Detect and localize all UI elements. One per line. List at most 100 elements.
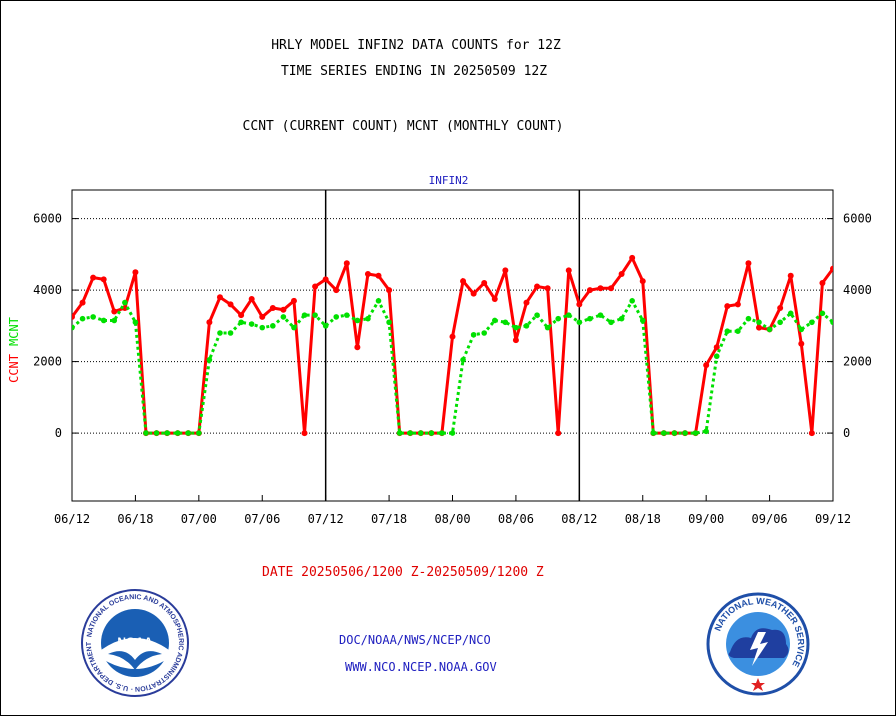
y-axis-label: CCNT MCNT xyxy=(7,317,21,383)
nws-logo: NATIONAL WEATHER SERVICE xyxy=(706,592,810,696)
point-ccnt-39 xyxy=(481,279,488,286)
point-mcnt-67 xyxy=(777,319,783,326)
point-ccnt-51 xyxy=(608,285,615,292)
point-mcnt-64 xyxy=(745,315,752,322)
point-ccnt-26 xyxy=(343,260,350,267)
point-mcnt-30 xyxy=(386,319,392,326)
x-tick-label-12: 09/12 xyxy=(815,512,851,526)
point-mcnt-43 xyxy=(523,323,530,329)
point-mcnt-66 xyxy=(766,326,773,333)
point-mcnt-18 xyxy=(259,324,266,331)
point-mcnt-49 xyxy=(587,315,593,322)
point-ccnt-6 xyxy=(132,269,139,276)
point-mcnt-39 xyxy=(481,330,488,336)
point-mcnt-62 xyxy=(724,328,731,335)
point-ccnt-49 xyxy=(586,287,593,294)
point-mcnt-29 xyxy=(375,298,382,304)
point-ccnt-18 xyxy=(259,313,266,320)
point-ccnt-24 xyxy=(322,276,329,283)
x-tick-label-3: 07/06 xyxy=(244,512,280,526)
point-ccnt-16 xyxy=(238,312,245,319)
chart-title-line1: HRLY MODEL INFIN2 DATA COUNTS for 12Z xyxy=(271,38,561,53)
point-ccnt-63 xyxy=(734,301,741,308)
point-mcnt-26 xyxy=(344,312,350,318)
y-tick-right-0: 0 xyxy=(843,426,850,440)
point-ccnt-21 xyxy=(290,297,297,304)
point-mcnt-50 xyxy=(597,312,604,318)
point-mcnt-55 xyxy=(650,430,657,436)
point-mcnt-51 xyxy=(608,319,614,326)
point-mcnt-44 xyxy=(534,312,540,318)
point-mcnt-13 xyxy=(206,356,213,363)
point-mcnt-40 xyxy=(491,317,498,324)
point-mcnt-20 xyxy=(280,314,287,320)
point-mcnt-38 xyxy=(470,331,477,338)
point-ccnt-30 xyxy=(386,287,393,294)
x-tick-label-8: 08/12 xyxy=(561,512,597,526)
point-ccnt-13 xyxy=(206,319,213,326)
point-ccnt-68 xyxy=(787,272,794,279)
y-tick-right-4000: 4000 xyxy=(843,283,872,297)
point-ccnt-27 xyxy=(354,344,361,351)
point-ccnt-62 xyxy=(724,303,731,310)
point-ccnt-61 xyxy=(713,344,720,351)
point-mcnt-21 xyxy=(291,324,297,331)
point-ccnt-67 xyxy=(777,304,784,311)
point-mcnt-41 xyxy=(502,319,509,326)
point-ccnt-1 xyxy=(79,299,86,306)
noaa-logo: NATIONAL OCEANIC AND ATMOSPHERIC ADMINIS… xyxy=(80,588,189,697)
point-mcnt-37 xyxy=(460,356,466,363)
x-tick-label-1: 06/18 xyxy=(117,512,153,526)
x-tick-label-0: 06/12 xyxy=(54,512,90,526)
plot-subtitle: INFIN2 xyxy=(429,174,469,187)
date-range-label: DATE 20250506/1200 Z-20250509/1200 Z xyxy=(262,565,544,580)
point-mcnt-48 xyxy=(576,319,583,326)
point-mcnt-4 xyxy=(111,317,118,324)
point-mcnt-69 xyxy=(798,326,805,333)
point-mcnt-24 xyxy=(322,323,329,329)
point-ccnt-0 xyxy=(72,313,75,320)
point-mcnt-11 xyxy=(185,430,192,436)
point-mcnt-6 xyxy=(132,319,139,326)
point-ccnt-72 xyxy=(830,265,833,272)
point-ccnt-70 xyxy=(808,430,815,437)
y-tick-left-4000: 4000 xyxy=(33,283,62,297)
y-label-ccnt: CCNT xyxy=(7,354,21,383)
point-mcnt-59 xyxy=(692,430,699,436)
point-mcnt-58 xyxy=(682,430,688,436)
x-tick-label-10: 09/00 xyxy=(688,512,724,526)
point-mcnt-36 xyxy=(449,430,456,436)
point-ccnt-45 xyxy=(544,285,551,292)
point-mcnt-23 xyxy=(312,312,318,318)
point-ccnt-65 xyxy=(756,324,763,331)
point-mcnt-3 xyxy=(100,317,107,324)
point-ccnt-22 xyxy=(301,430,308,437)
point-ccnt-29 xyxy=(375,272,382,279)
y-tick-right-2000: 2000 xyxy=(843,355,872,369)
point-mcnt-28 xyxy=(365,315,371,322)
point-ccnt-37 xyxy=(460,278,467,285)
point-mcnt-72 xyxy=(830,319,833,326)
point-mcnt-1 xyxy=(79,315,86,322)
point-ccnt-43 xyxy=(523,299,530,306)
point-ccnt-47 xyxy=(565,267,572,274)
point-ccnt-50 xyxy=(597,285,604,292)
y-tick-right-6000: 6000 xyxy=(843,212,872,226)
x-tick-label-4: 07/12 xyxy=(308,512,344,526)
x-tick-label-11: 09/06 xyxy=(752,512,788,526)
point-mcnt-22 xyxy=(301,312,308,318)
point-ccnt-4 xyxy=(111,308,118,315)
point-mcnt-2 xyxy=(90,314,96,320)
point-mcnt-46 xyxy=(555,315,561,322)
point-mcnt-61 xyxy=(713,353,720,360)
x-tick-label-6: 08/00 xyxy=(434,512,470,526)
point-mcnt-17 xyxy=(248,321,255,327)
point-ccnt-25 xyxy=(333,287,340,294)
chart-title-line3: CCNT (CURRENT COUNT) MCNT (MONTHLY COUNT… xyxy=(242,119,564,134)
point-ccnt-23 xyxy=(312,283,319,290)
point-ccnt-38 xyxy=(470,290,477,297)
point-mcnt-14 xyxy=(217,330,223,336)
point-ccnt-17 xyxy=(248,296,255,303)
point-mcnt-10 xyxy=(174,430,181,436)
y-label-mcnt: MCNT xyxy=(7,317,21,346)
